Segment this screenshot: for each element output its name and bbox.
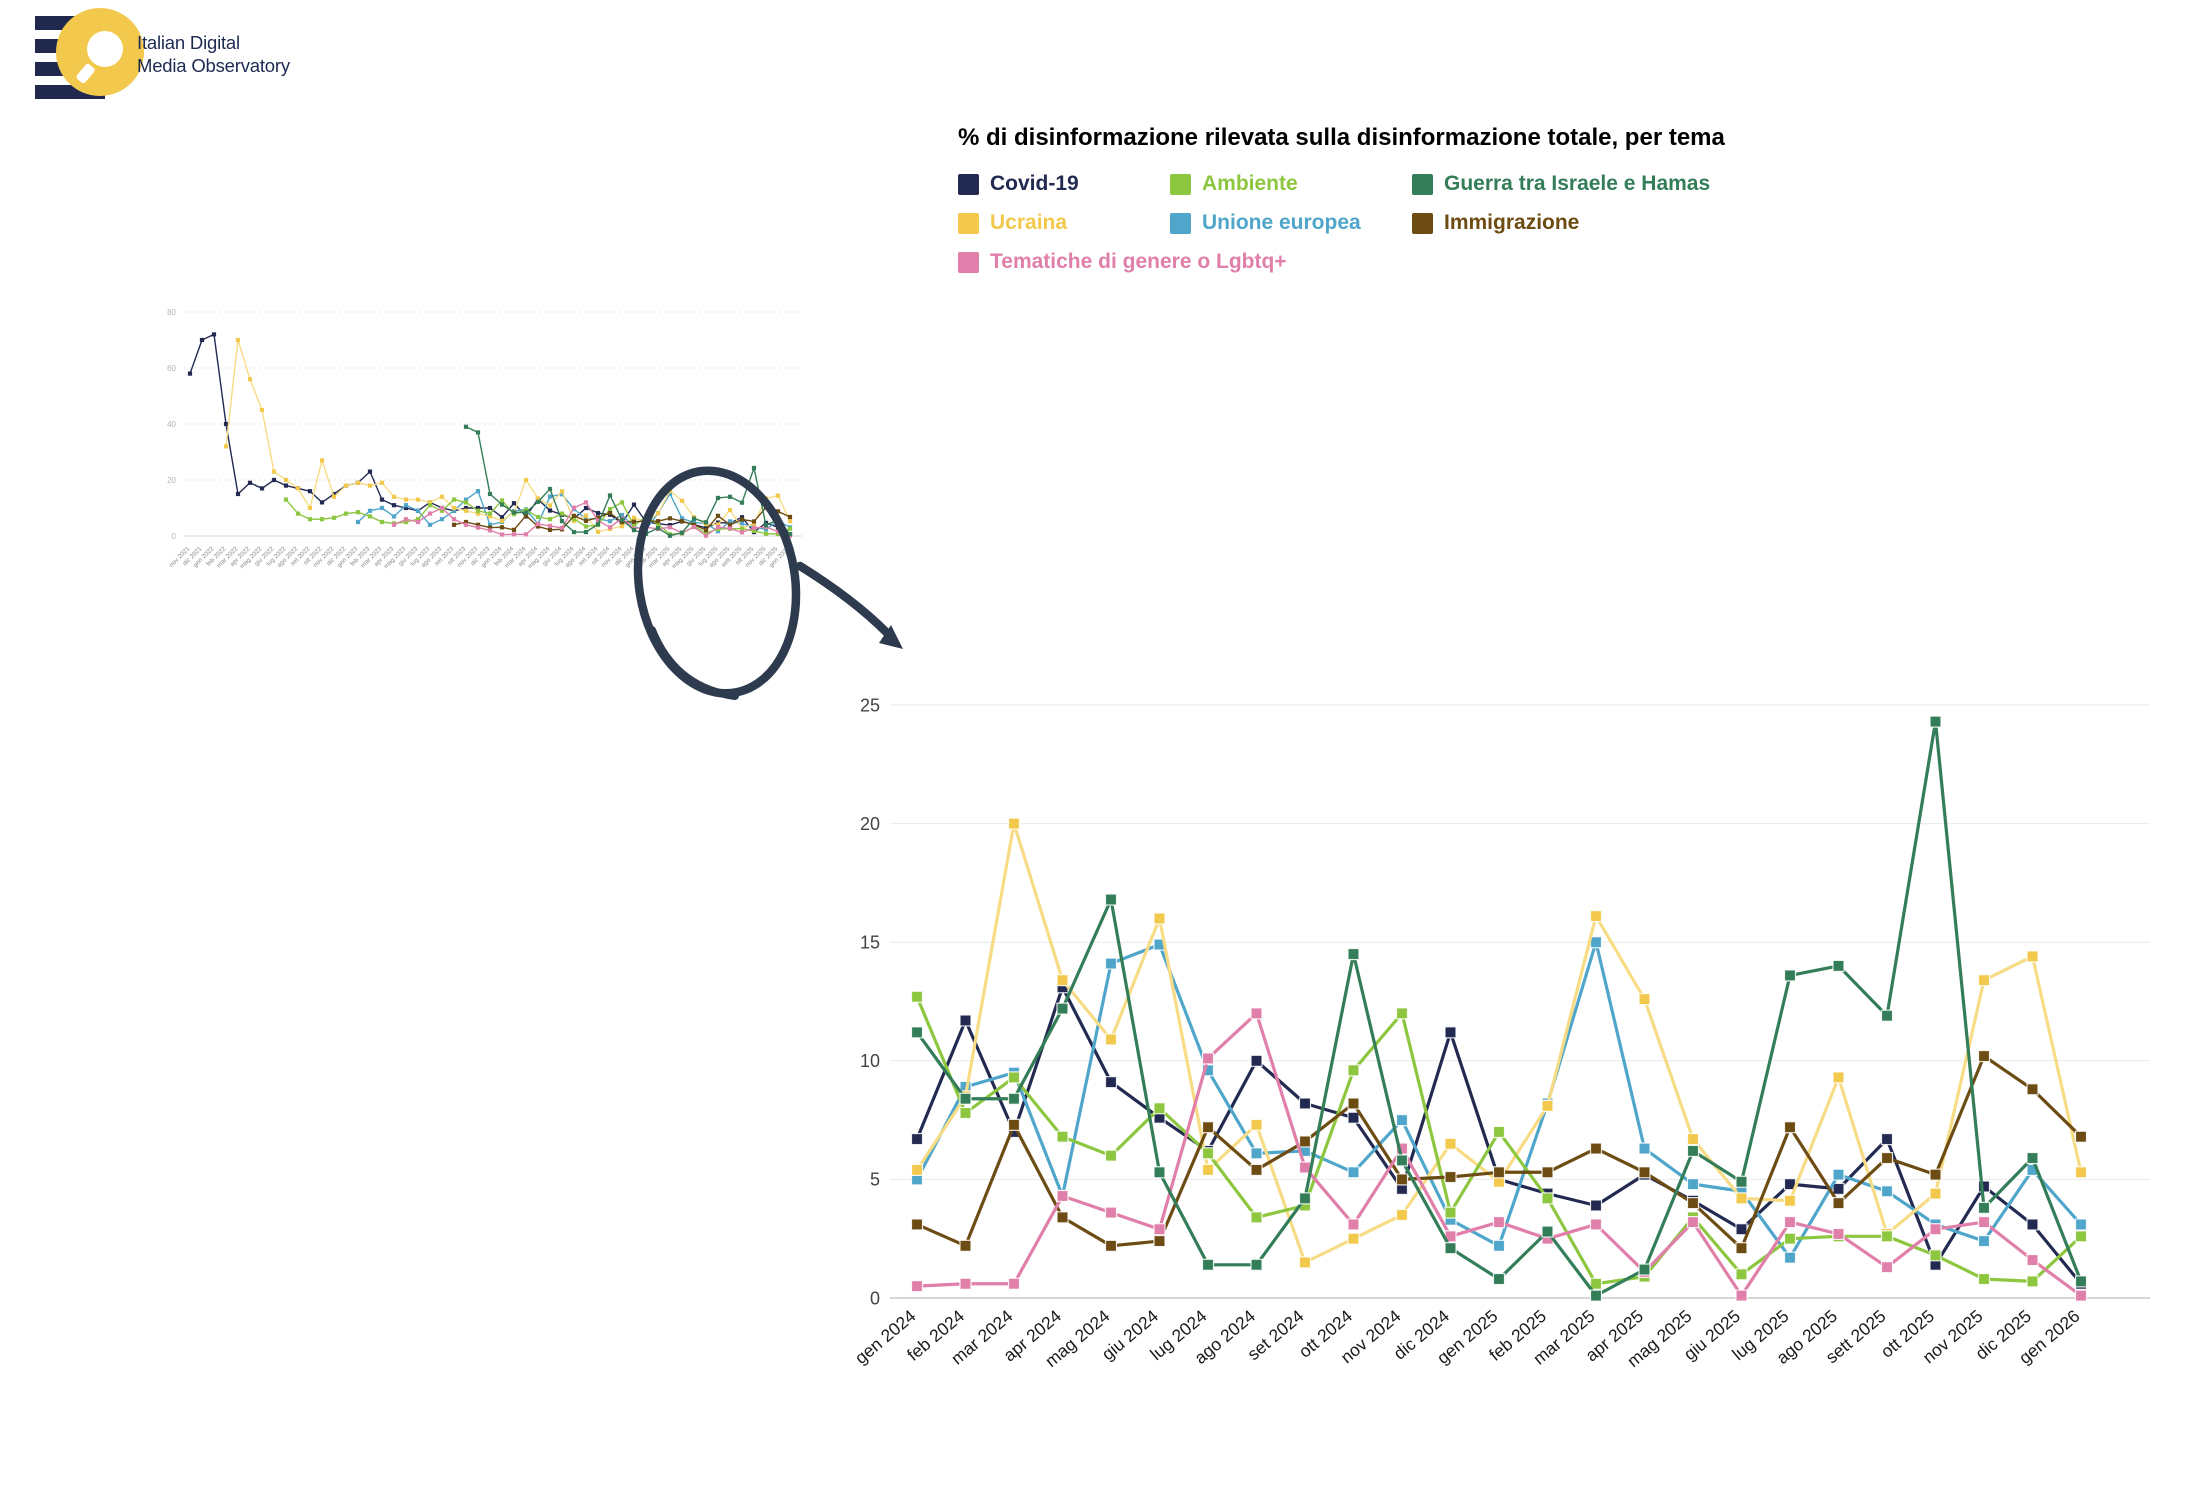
legend-item-tematiche-genere-lgbtq: Tematiche di genere o Lgbtq+ — [958, 250, 1287, 274]
logo-wordmark: Italian Digital Media Observatory — [137, 32, 290, 77]
svg-text:10: 10 — [860, 1051, 880, 1071]
legend-swatch — [1412, 173, 1433, 195]
legend-label: Guerra tra Israele e Hamas — [1444, 172, 1711, 195]
legend-row: Ucraina Unione europea Immigrazione — [958, 211, 1710, 235]
legend-swatch — [1412, 212, 1433, 234]
legend-swatch — [1170, 212, 1191, 234]
logo-line1: Italian Digital — [137, 32, 240, 53]
legend-swatch — [958, 251, 979, 273]
legend-swatch — [1170, 173, 1191, 195]
svg-text:40: 40 — [167, 420, 176, 429]
svg-text:15: 15 — [860, 933, 880, 953]
legend-item-ucraina: Ucraina — [958, 211, 1170, 235]
magnifier-lens — [87, 31, 123, 67]
zoom-arrow-icon — [795, 561, 898, 644]
legend-label: Immigrazione — [1444, 211, 1580, 234]
chart-legend: Covid-19 Ambiente Guerra tra Israele e H… — [958, 172, 1710, 289]
legend-swatch — [958, 173, 979, 195]
magnifier-handle — [75, 62, 96, 85]
logo-magnifier-icon — [56, 8, 144, 96]
legend-item-unione-europea: Unione europea — [1170, 211, 1412, 235]
legend-label: Covid-19 — [990, 172, 1079, 195]
legend-row: Tematiche di genere o Lgbtq+ — [958, 250, 1710, 274]
legend-item-guerra-israele-hamas: Guerra tra Israele e Hamas — [1412, 172, 1710, 196]
highlight-ellipse-icon — [633, 466, 801, 698]
legend-label: Ucraina — [990, 211, 1068, 234]
legend-row: Covid-19 Ambiente Guerra tra Israele e H… — [958, 172, 1710, 196]
svg-text:80: 80 — [167, 308, 176, 317]
svg-text:0: 0 — [172, 532, 177, 541]
legend-label: Unione europea — [1202, 211, 1361, 234]
zoom-arrowhead — [879, 625, 903, 649]
svg-text:0: 0 — [870, 1288, 880, 1308]
legend-label: Tematiche di genere o Lgbtq+ — [990, 250, 1287, 273]
svg-text:20: 20 — [860, 814, 880, 834]
legend-item-immigrazione: Immigrazione — [1412, 211, 1579, 235]
legend-label: Ambiente — [1202, 172, 1298, 195]
svg-text:20: 20 — [167, 476, 176, 485]
legend-swatch — [958, 212, 979, 234]
legend-item-ambiente: Ambiente — [1170, 172, 1412, 196]
svg-text:60: 60 — [167, 364, 176, 373]
zoom-annotation — [633, 466, 903, 700]
highlight-ellipse-tail — [648, 626, 739, 700]
svg-text:5: 5 — [870, 1170, 880, 1190]
logo-line2: Media Observatory — [137, 54, 290, 76]
legend-item-covid19: Covid-19 — [958, 172, 1170, 196]
idmo-logo: Italian Digital Media Observatory — [35, 8, 335, 112]
svg-text:25: 25 — [860, 695, 880, 715]
chart-title: % di disinformazione rilevata sulla disi… — [958, 124, 1725, 151]
